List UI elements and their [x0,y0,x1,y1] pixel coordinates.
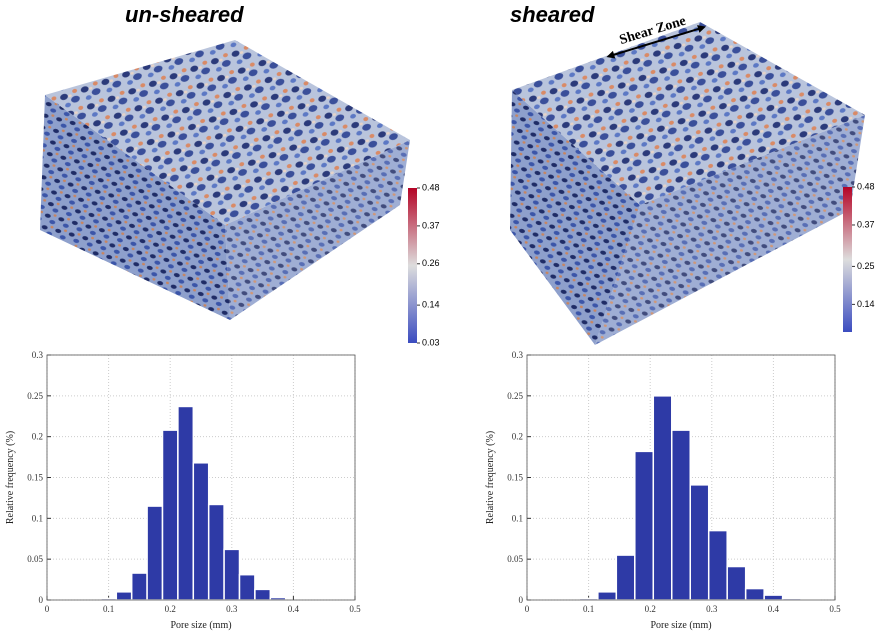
x-tick-label: 0.3 [706,604,718,614]
bar [223,548,241,601]
y-tick-label: 0.1 [512,513,523,523]
plot-frame [526,354,836,601]
bar [726,565,747,601]
y-axis-label: Relative frequency (%) [485,431,496,524]
colorbar-tick-label: 0.14 [857,299,875,309]
colorbar-tick-label: 0.03 [422,337,440,347]
y-tick-label: 0.05 [27,554,43,564]
y-tick-label: 0.2 [512,432,523,442]
bar [130,572,148,601]
y-tick-label: 0.3 [32,350,44,360]
bar [689,484,710,601]
colorbar-tick-label: 0.14 [422,299,440,309]
bar [763,594,784,601]
bar [161,429,179,601]
bar [671,429,691,601]
bar [238,573,256,601]
y-tick-label: 0.3 [512,350,524,360]
bar [146,505,164,601]
y-tick-label: 0.05 [507,554,523,564]
colorbar-tick-label: 0.26 [422,258,440,268]
bar [652,395,673,601]
y-tick-label: 0.1 [32,513,43,523]
y-tick-label: 0.25 [27,391,43,401]
panel-title: un-sheared [125,2,244,27]
bar [597,591,618,601]
bar [744,587,765,601]
bar [254,588,272,601]
x-tick-label: 0.1 [103,604,114,614]
y-tick-label: 0 [39,595,44,605]
colorbar [408,188,417,343]
colorbar-tick-label: 0.37 [422,220,440,230]
x-tick-label: 0.3 [226,604,238,614]
x-tick-label: 0.5 [829,604,841,614]
bar [707,529,728,601]
x-tick-label: 0.2 [165,604,176,614]
x-axis-label: Pore size (mm) [170,620,231,631]
rendering-sheared [510,22,865,345]
bar [115,591,133,601]
bar [192,462,210,601]
y-tick-label: 0.15 [507,473,523,483]
x-tick-label: 0.5 [349,604,361,614]
x-tick-label: 0.4 [768,604,780,614]
rendering-unsheared [40,40,410,320]
plot-frame [46,354,356,601]
colorbar-tick-label: 0.48 [422,182,440,192]
bar [615,554,636,601]
x-tick-label: 0.1 [583,604,594,614]
colorbar [843,187,852,332]
bar [177,405,195,601]
bar [207,503,225,601]
x-axis-label: Pore size (mm) [650,620,711,631]
colorbar-tick-label: 0.48 [857,181,875,191]
y-tick-label: 0 [519,595,524,605]
x-tick-label: 0 [45,604,50,614]
bar [634,450,655,601]
x-tick-label: 0.2 [645,604,656,614]
y-tick-label: 0.2 [32,432,43,442]
colorbar-tick-label: 0.25 [857,261,875,271]
y-tick-label: 0.25 [507,391,523,401]
panel-title: sheared [510,2,595,27]
y-axis-label: Relative frequency (%) [5,431,16,524]
y-tick-label: 0.15 [27,473,43,483]
x-tick-label: 0 [525,604,530,614]
colorbar-tick-label: 0.37 [857,219,875,229]
x-tick-label: 0.4 [288,604,300,614]
